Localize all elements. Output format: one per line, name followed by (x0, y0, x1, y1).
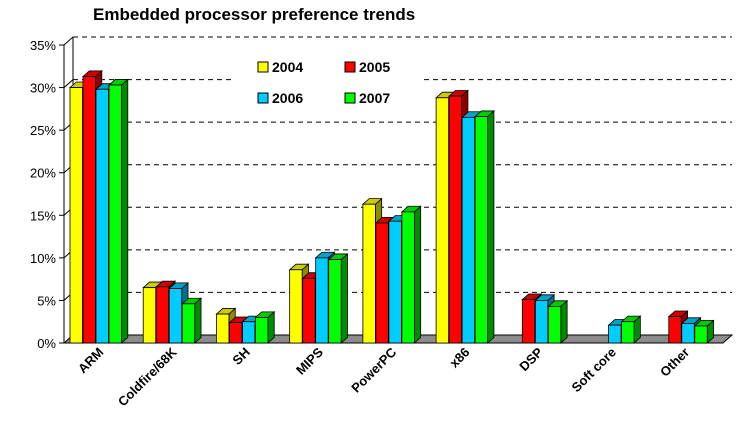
bar-front (69, 87, 83, 344)
bar-front (168, 288, 183, 344)
x-axis-ticks: ARM Coldfire/68K SH MIPS PowerPC x86 DSP Soft c… (75, 344, 692, 409)
bar-front (289, 269, 303, 344)
x-tick-label: SH (229, 345, 252, 368)
legend-item: 2006 (257, 90, 303, 106)
bar-front (82, 76, 96, 344)
y-tick-label: 25% (30, 123, 56, 138)
bar-front (681, 323, 695, 344)
bar (400, 205, 422, 344)
y-tick-label: 10% (30, 251, 56, 266)
bar (181, 297, 203, 344)
legend-label: 2006 (272, 90, 303, 106)
y-tick-label: 20% (30, 166, 56, 181)
bar-front (375, 222, 389, 344)
legend-item: 2004 (257, 59, 303, 75)
legend-swatch (344, 92, 356, 104)
legend-item: 2005 (344, 59, 390, 75)
bar-front (108, 84, 122, 344)
bar-side (560, 299, 568, 344)
bar-front (668, 316, 682, 344)
y-tick-label: 15% (30, 208, 56, 223)
bar-front (608, 324, 622, 344)
bar-front (388, 220, 402, 344)
bar-front (401, 211, 415, 344)
legend-label: 2004 (272, 59, 303, 75)
bar-side (487, 110, 495, 344)
bar (254, 310, 276, 344)
gridline-wall (63, 36, 74, 46)
bar-front (255, 317, 269, 344)
x-tick-label: Soft core (569, 345, 619, 395)
bar (693, 319, 715, 344)
x-tick-label: MIPS (293, 344, 326, 377)
bar (107, 78, 129, 344)
bar (327, 253, 349, 344)
bar (547, 299, 569, 344)
bar-front (694, 325, 708, 344)
x-tick-label: x86 (447, 345, 473, 371)
legend-swatch (257, 61, 269, 73)
x-tick-label: PowerPC (348, 344, 399, 395)
bars (68, 70, 715, 344)
bar-front (229, 322, 243, 344)
chart-title: Embedded processor preference trends (93, 5, 415, 24)
bar-front (521, 299, 536, 344)
bar-front (621, 321, 635, 344)
bar-side (121, 78, 129, 344)
x-tick-label: Other (657, 345, 692, 380)
bar-front (216, 313, 230, 344)
legend-swatch (344, 61, 356, 73)
x-tick-label: ARM (75, 345, 107, 377)
bar-front (302, 277, 316, 344)
bar-front (461, 116, 476, 344)
bar-side (340, 253, 348, 344)
legend-label: 2005 (359, 59, 390, 75)
y-axis-ticks: 0% 5% 10% 15% 20% 25% 30% 35% (30, 38, 56, 351)
bar-front (547, 305, 562, 344)
bar-front (155, 286, 170, 344)
bar-front (362, 203, 376, 344)
bar-front (448, 95, 463, 344)
gridline-wall (63, 79, 74, 88)
bar-front (242, 321, 256, 344)
legend-item: 2007 (344, 90, 390, 106)
bar-front (534, 300, 549, 344)
x-tick-label: DSP (516, 344, 546, 374)
bar-front (95, 88, 109, 344)
bar-front (328, 259, 342, 344)
bar-front (435, 97, 450, 344)
bar-side (413, 205, 422, 344)
bar (620, 315, 642, 344)
bar-side (194, 297, 202, 344)
bar (474, 110, 495, 344)
legend-swatch (257, 92, 269, 104)
legend: 2004 2005 2006 2007 (234, 55, 420, 121)
bar-front (142, 287, 157, 344)
x-tick-label: Coldfire/68K (115, 344, 180, 409)
y-tick-label: 35% (30, 38, 56, 53)
legend-label: 2007 (359, 90, 390, 106)
bar-front (315, 257, 329, 344)
y-tick-label: 5% (37, 293, 56, 308)
y-tick-label: 0% (37, 336, 56, 351)
y-tick-label: 30% (30, 81, 56, 96)
bar-front (181, 303, 196, 344)
gridlines (63, 36, 732, 301)
bar-front (474, 116, 489, 344)
